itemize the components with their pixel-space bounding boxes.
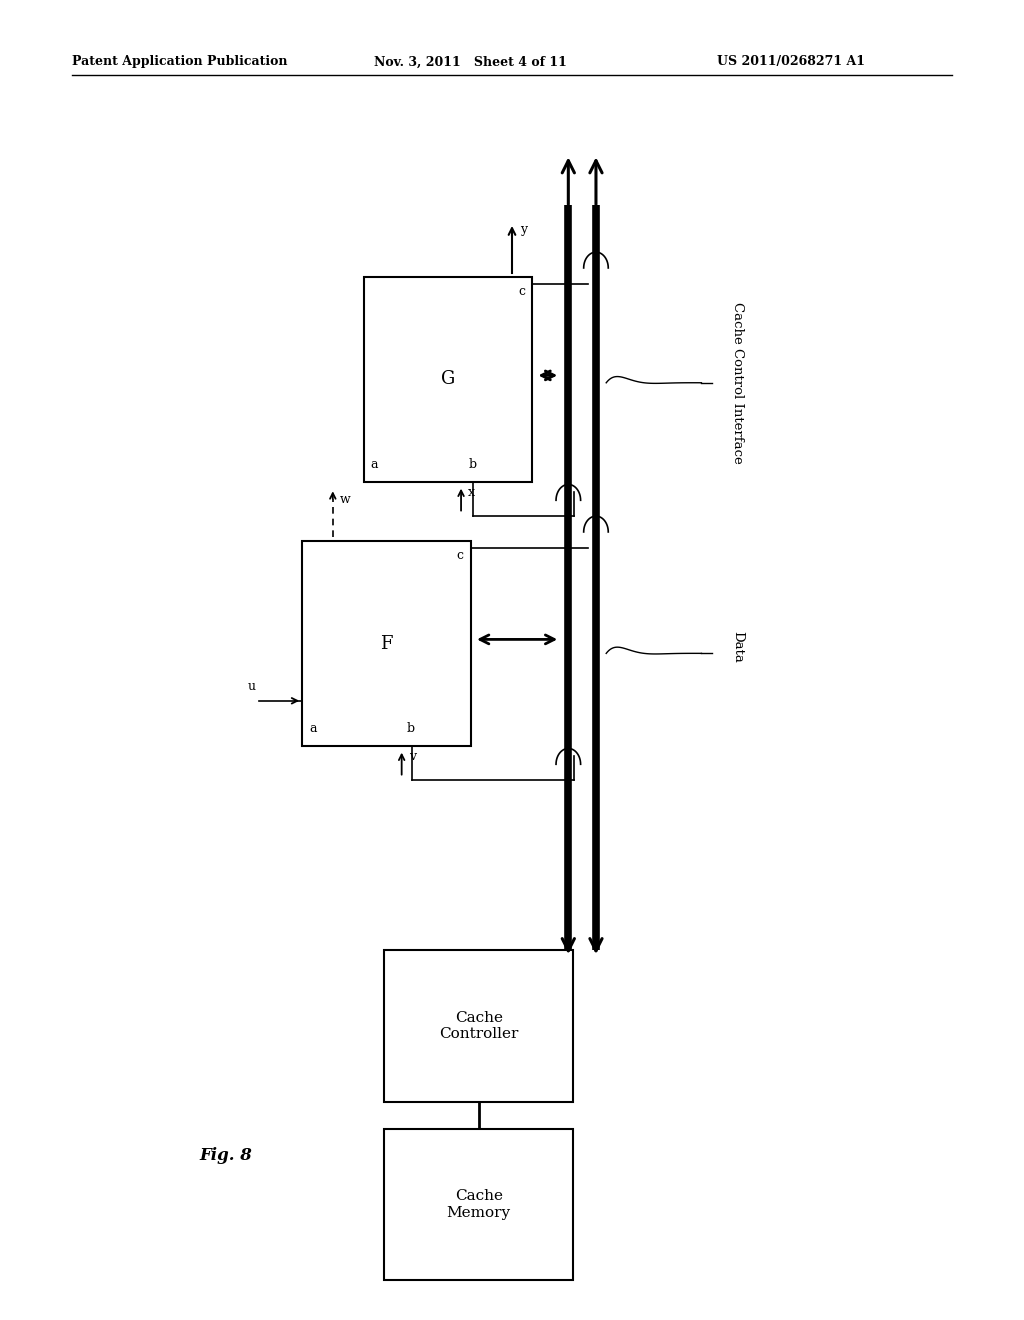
Text: US 2011/0268271 A1: US 2011/0268271 A1	[717, 55, 865, 69]
Text: v: v	[409, 750, 416, 763]
Bar	[364, 277, 532, 482]
Text: Cache Control Interface: Cache Control Interface	[731, 302, 743, 463]
Text: a: a	[371, 458, 378, 471]
Text: Data: Data	[731, 631, 743, 663]
Text: b: b	[468, 458, 476, 471]
Text: Fig. 8: Fig. 8	[200, 1147, 253, 1163]
Bar	[384, 950, 573, 1102]
Text: Cache
Controller: Cache Controller	[439, 1011, 518, 1041]
Text: x: x	[468, 486, 475, 499]
Text: c: c	[457, 549, 464, 562]
Text: b: b	[407, 722, 415, 735]
Text: F: F	[380, 635, 393, 652]
Text: Cache
Memory: Cache Memory	[446, 1189, 511, 1220]
Bar	[302, 541, 471, 746]
Text: Nov. 3, 2011   Sheet 4 of 11: Nov. 3, 2011 Sheet 4 of 11	[374, 55, 566, 69]
Text: c: c	[518, 285, 525, 298]
Text: u: u	[248, 680, 256, 693]
Bar	[384, 1129, 573, 1280]
Text: Patent Application Publication: Patent Application Publication	[72, 55, 287, 69]
Text: w: w	[340, 494, 350, 506]
Text: G: G	[441, 371, 455, 388]
Text: a: a	[309, 722, 316, 735]
Text: y: y	[520, 223, 527, 236]
